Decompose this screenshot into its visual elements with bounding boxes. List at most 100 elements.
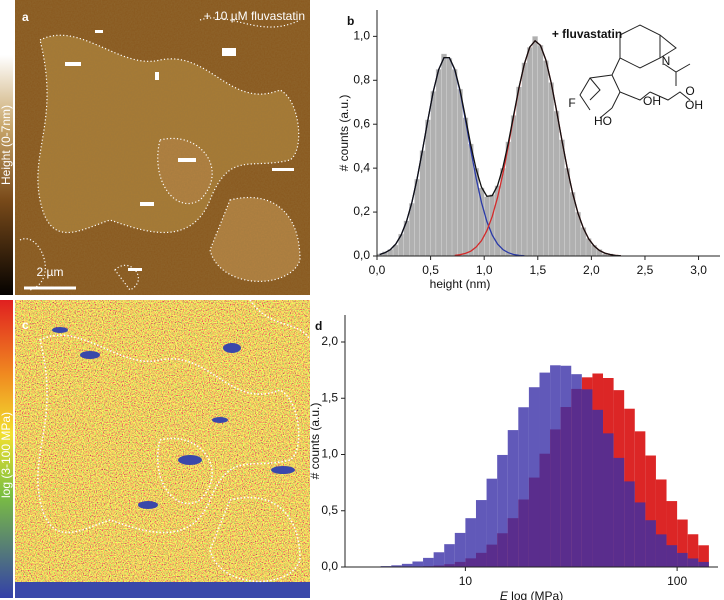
histogram-bar	[560, 365, 572, 567]
x-tick-label: 0,5	[422, 263, 439, 277]
patch	[212, 417, 228, 423]
aggregates	[65, 30, 294, 271]
patch	[15, 582, 310, 598]
histogram-bar	[444, 544, 455, 567]
histogram-bar	[553, 110, 560, 257]
histogram-bar	[391, 565, 402, 567]
colorbar	[0, 55, 13, 295]
histogram-bar	[550, 365, 561, 567]
histogram-bar	[559, 139, 565, 257]
aggregate	[65, 62, 81, 66]
x-tick-label: 2,5	[637, 263, 654, 277]
histogram-bar	[698, 561, 709, 567]
fit-curve	[379, 39, 621, 257]
x-axis-label: height (nm)	[430, 277, 491, 291]
x-tick-label: 100	[667, 574, 687, 588]
histogram-bar	[603, 433, 614, 567]
histogram-bar	[666, 545, 678, 567]
y-axis-label: # counts (a.u.)	[308, 403, 322, 480]
aggregate	[272, 168, 294, 171]
histogram-bar	[539, 372, 551, 567]
histogram-bar	[497, 454, 508, 567]
histogram-bar	[634, 502, 646, 567]
aggregate	[155, 72, 159, 80]
histogram-bar	[412, 561, 424, 567]
histogram-bar	[698, 545, 709, 567]
histogram-bar	[435, 69, 442, 257]
histogram-bar	[419, 150, 426, 257]
y-tick-label: 0,8	[353, 72, 370, 86]
aggregate	[178, 158, 196, 162]
histogram-bar	[518, 407, 529, 567]
histogram-bar	[475, 500, 487, 567]
aggregate	[95, 30, 103, 33]
histogram-bar	[581, 389, 593, 567]
afm-height-image: a + 10 µM fluvastatin 2 µm Height (0-7nm…	[0, 0, 310, 295]
histogram-bar	[571, 374, 582, 567]
histogram-bar	[414, 178, 421, 257]
x-tick-label: 3,0	[690, 263, 707, 277]
histogram-bar	[462, 117, 469, 257]
patch	[52, 327, 68, 333]
histogram-bar	[478, 187, 485, 257]
histogram-bar	[624, 481, 635, 567]
aggregate	[222, 48, 236, 56]
histogram-bar	[526, 47, 533, 257]
stiff-patches	[15, 327, 310, 598]
x-tick-label: 1,5	[529, 263, 546, 277]
y-tick-label: 2,0	[321, 334, 338, 348]
y-tick-label: 1,0	[321, 447, 338, 461]
histogram-bar	[645, 520, 656, 567]
histogram-bar	[655, 479, 667, 567]
histogram-bar	[423, 557, 434, 567]
structure-title: + fluvastatin	[552, 27, 622, 41]
y-tick-label: 1,5	[321, 390, 338, 404]
panel-label: c	[22, 318, 29, 332]
patch	[178, 455, 202, 465]
x-axis-unit: log (MPa)	[511, 589, 563, 600]
y-tick-label: 0,2	[353, 204, 370, 218]
histogram-bar	[537, 44, 544, 257]
histogram-bar	[677, 519, 688, 567]
chemical-structure	[579, 24, 691, 119]
histogram-bar	[465, 518, 476, 567]
histogram-bar	[548, 82, 555, 257]
patch	[223, 343, 241, 353]
modulus-map-image: c log (3-100 MPa)	[0, 299, 311, 598]
image-texture	[15, 0, 310, 295]
histogram-bar	[489, 194, 496, 257]
scale-bar-label: 2 µm	[37, 265, 64, 279]
aggregate	[128, 268, 142, 271]
panel-label: b	[347, 14, 354, 28]
y-tick-label: 0,6	[353, 116, 370, 130]
x-tick-label: 0,0	[369, 263, 386, 277]
patch	[80, 351, 100, 359]
histogram-bar	[507, 430, 519, 567]
x-tick-label: 1,0	[476, 263, 493, 277]
histogram-bar	[510, 115, 517, 257]
histogram-bar	[542, 60, 549, 257]
colorbar-label: log (3-100 MPa)	[0, 412, 13, 498]
histogram-bar	[516, 86, 522, 257]
image-label: + 10 µM fluvastatin	[204, 9, 305, 23]
atom-label: O	[685, 84, 694, 98]
image-noise	[15, 300, 310, 598]
histogram-bar	[687, 558, 699, 567]
histogram-bar	[687, 534, 699, 567]
patch	[138, 501, 158, 509]
aggregate	[140, 202, 154, 206]
histogram-bar	[425, 119, 431, 257]
atom-label: OH	[685, 98, 703, 112]
histogram-bar	[564, 167, 571, 257]
y-tick-label: 0,0	[353, 248, 370, 262]
atom-label: OH	[643, 94, 661, 108]
histogram-bar	[454, 532, 466, 567]
histogram-bar	[613, 457, 625, 567]
histogram-bar	[634, 431, 646, 567]
histogram-bar	[446, 58, 453, 257]
y-tick-label: 1,0	[353, 29, 370, 43]
atom-label: N	[662, 54, 671, 68]
histogram-bar	[441, 53, 447, 257]
